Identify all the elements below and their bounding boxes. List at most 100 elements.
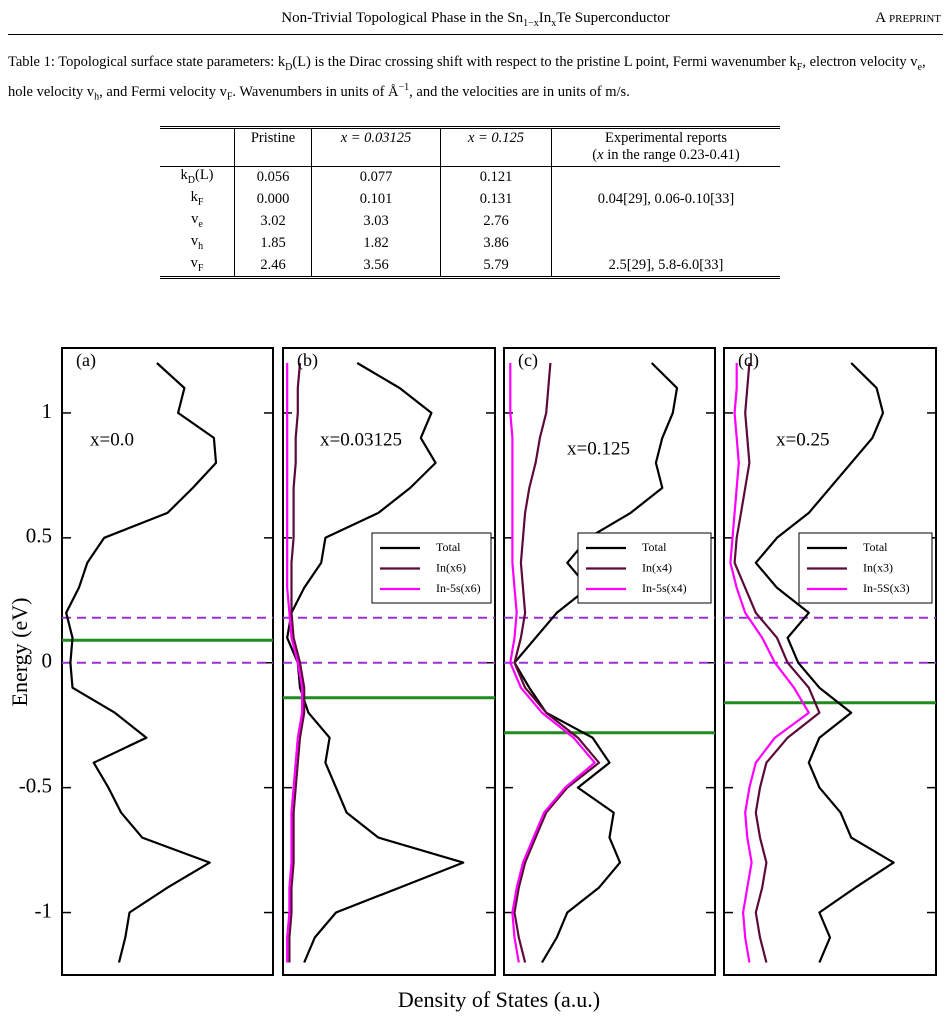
cell: 0.056 [234, 166, 312, 189]
panel-label: (c) [518, 350, 538, 371]
cell: 2.76 [440, 210, 552, 233]
label-part: v [190, 232, 199, 249]
panel-frame [61, 347, 274, 976]
panel-frame [723, 347, 937, 976]
corner-cell [160, 127, 235, 167]
dos-curve [733, 362, 821, 963]
caption-text: . Wavenumbers in units of Å [232, 83, 399, 100]
panel-frame [282, 347, 496, 976]
cell: 1.82 [311, 232, 441, 255]
label-part: k [190, 188, 198, 205]
caption-text: , and Fermi velocity v [99, 83, 227, 100]
y-tick-label: 0.5 [26, 524, 52, 548]
y-tick-label: -1 [35, 898, 53, 922]
label-part: h [198, 240, 204, 252]
panel-frame [503, 347, 716, 976]
preprint-tag: A preprint [875, 10, 941, 26]
caption-text: , electron velocity v [802, 54, 918, 70]
caption-sub: e [917, 61, 922, 73]
caption-sub: h [94, 91, 100, 103]
legend-label: In-5s(x4) [642, 581, 687, 595]
legend-label: In-5s(x6) [436, 581, 481, 595]
y-tick-label: -0.5 [19, 773, 52, 797]
panel-annotation: x=0.03125 [320, 429, 402, 450]
header-text: in the range 0.23-0.41) [603, 147, 740, 163]
panel-annotation: x=0.25 [776, 429, 829, 450]
cell: 3.56 [311, 254, 441, 278]
title-part: Te Superconductor [556, 10, 670, 26]
dos-curve [286, 363, 304, 963]
cell: 0.131 [440, 188, 552, 211]
title-sub: x [551, 18, 557, 29]
title-sub: 1−x [523, 18, 539, 29]
row-label: kF [160, 189, 235, 211]
cell [551, 232, 780, 255]
title-part: In [538, 10, 552, 26]
cell: 3.02 [234, 210, 312, 233]
table-row: kF 0.000 0.101 0.131 0.04[29], 0.06-0.10[33] [160, 188, 780, 211]
dos-curve [509, 363, 596, 963]
dos-curve [754, 362, 895, 963]
cell: 0.04[29], 0.06-0.10[33] [551, 188, 780, 211]
caption-text: , and the velocities are in units of m/s… [409, 83, 630, 100]
cell: 5.79 [440, 254, 552, 278]
dos-curve [729, 363, 810, 963]
header-text: Experimental reports [605, 130, 727, 146]
panel-annotation: x=0.0 [90, 429, 134, 450]
header-row: Pristine x = 0.03125 x = 0.125 Experimen… [160, 127, 780, 167]
cell [551, 166, 780, 189]
table-row: ve 3.02 3.03 2.76 [160, 210, 780, 233]
panel-label: (d) [738, 350, 759, 371]
legend-label: Total [642, 540, 667, 554]
label-part: v [191, 210, 199, 227]
caption-text: Table 1: Topological surface state param… [8, 54, 286, 70]
table-caption: Table 1: Topological surface state param… [8, 52, 948, 108]
legend-label: Total [863, 540, 888, 554]
caption-text: (L) is the Dirac crossing shift with res… [292, 54, 797, 70]
legend-label: Total [436, 540, 461, 554]
cell: 2.5[29], 5.8-6.0[33] [551, 254, 780, 278]
table-row: kD(L) 0.056 0.077 0.121 [160, 166, 780, 189]
cell [551, 210, 780, 233]
cell: 1.85 [234, 232, 312, 255]
panel-annotation: x=0.125 [567, 438, 630, 459]
label-part: F [197, 196, 204, 208]
cell: 3.03 [311, 210, 441, 233]
panel-label: (b) [297, 350, 318, 371]
header-var: x [597, 147, 604, 163]
cell: 3.86 [440, 232, 552, 255]
cell: 0.077 [311, 166, 441, 189]
header-text: ( [592, 147, 598, 163]
y-tick-label: 0 [42, 649, 53, 673]
header-rule [8, 34, 943, 35]
y-axis-label: Energy (eV) [7, 598, 32, 707]
caption-sub: D [285, 61, 293, 73]
dos-curve [288, 362, 306, 963]
dos-curve [65, 362, 218, 963]
running-header: Non-Trivial Topological Phase in the Sn1… [0, 8, 951, 32]
row-label: kD(L) [160, 167, 235, 189]
column-header: x = 0.03125 [311, 127, 441, 167]
column-header: Experimental reports (x in the range 0.23… [551, 127, 780, 167]
legend-label: In-5S(x3) [863, 581, 910, 595]
row-label: ve [160, 211, 235, 233]
label-part: k [180, 167, 188, 183]
legend-label: In(x3) [863, 560, 893, 574]
parameter-table: Pristine x = 0.03125 x = 0.125 Experimen… [160, 126, 780, 280]
column-header: x = 0.125 [440, 127, 552, 167]
caption-sub: F [226, 91, 233, 103]
x-axis-label: Density of States (a.u.) [398, 987, 600, 1012]
label-part: v [190, 254, 198, 271]
caption-text: , hole velocity v [8, 54, 926, 100]
column-header: Pristine [234, 127, 312, 167]
running-title: Non-Trivial Topological Phase in the Sn1… [0, 10, 951, 29]
caption-sub: F [796, 61, 803, 73]
table-row: vF 2.46 3.56 5.79 2.5[29], 5.8-6.0[33] [160, 254, 780, 278]
panel-label: (a) [76, 350, 96, 371]
legend-label: In(x6) [436, 560, 466, 574]
label-part: D [187, 174, 195, 186]
cell: 2.46 [234, 254, 312, 278]
dos-figure: -1 -0.5 0 0.5 1 (a) x=0.0 (b) x=0.03125 Total In(x… [7, 347, 937, 1012]
label-part: F [197, 262, 204, 274]
